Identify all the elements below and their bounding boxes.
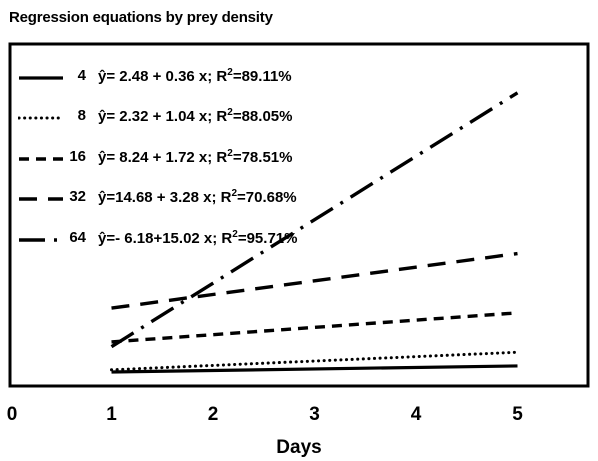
x-tick-label: 2 (208, 404, 219, 425)
regression-equation: ŷ= 8.24 + 1.72 x; R2=78.51% (98, 148, 293, 166)
series-line-32 (111, 251, 518, 310)
x-tick-label: 0 (7, 404, 18, 425)
legend-label: 16 (69, 148, 86, 165)
legend-label: 4 (77, 67, 86, 84)
series-line-64 (110, 91, 519, 349)
x-tick-label: 3 (309, 404, 320, 425)
series-line-4 (111, 364, 518, 374)
series-line-8 (110, 350, 519, 372)
regression-equation: ŷ= 2.48 + 0.36 x; R2=89.11% (98, 67, 292, 85)
regression-equation: ŷ=- 6.18+15.02 x; R2=95.71% (98, 229, 298, 247)
regression-equation: ŷ=14.68 + 3.28 x; R2=70.68% (98, 188, 297, 206)
legend-swatch (19, 76, 63, 80)
legend-label: 8 (77, 107, 86, 124)
x-axis-label: Days (276, 437, 322, 458)
regression-equation: ŷ= 2.32 + 1.04 x; R2=88.05% (98, 107, 293, 125)
legend-swatch (18, 116, 64, 120)
legend-label: 32 (69, 188, 86, 205)
legend-swatch (19, 157, 63, 161)
x-tick-label: 4 (411, 404, 422, 425)
legend-label: 64 (69, 229, 86, 246)
legend-swatch (19, 238, 63, 242)
plot-area-frame (8, 42, 590, 388)
x-tick-label: 5 (512, 404, 523, 425)
legend-swatch (19, 197, 63, 201)
chart-title: Regression equations by prey density (9, 9, 273, 26)
series-line-16 (111, 311, 518, 344)
x-tick-label: 1 (106, 404, 117, 425)
